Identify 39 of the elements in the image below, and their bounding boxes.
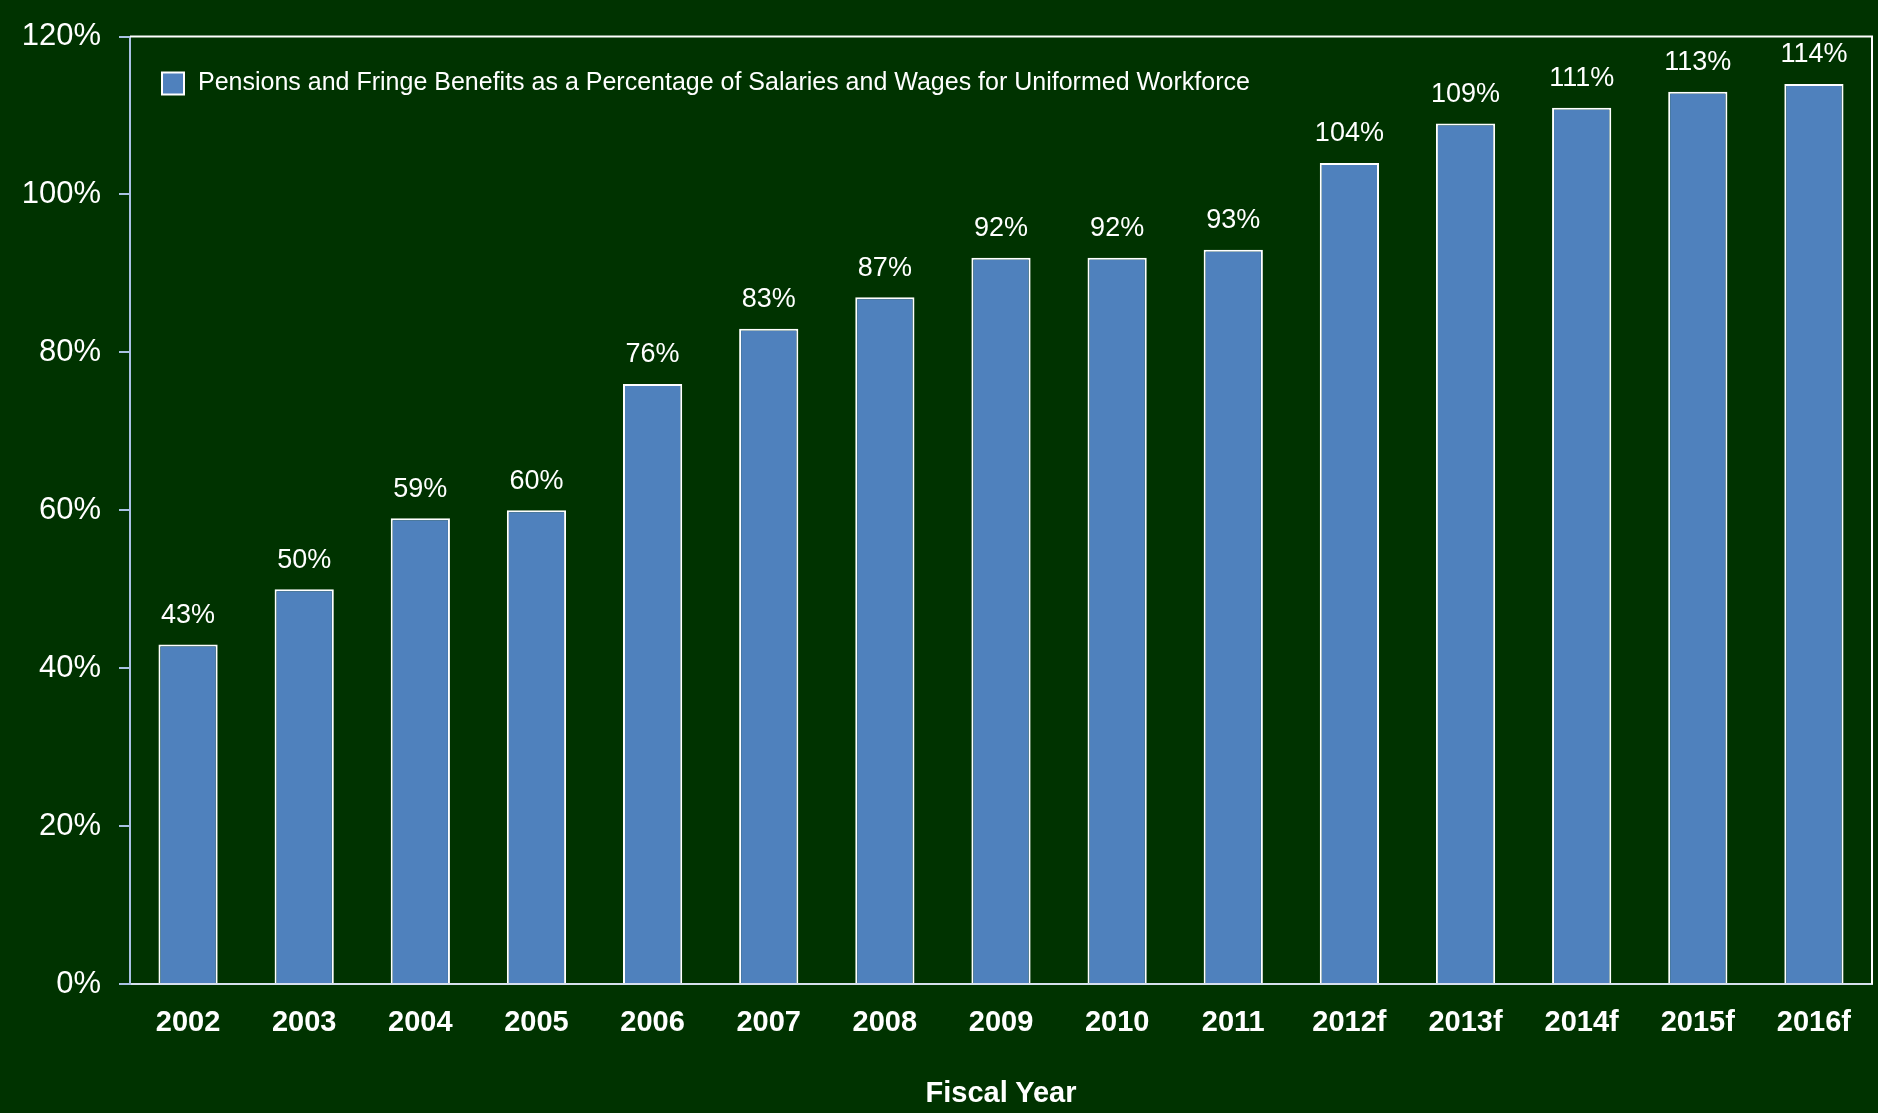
data-label: 87%	[857, 251, 912, 282]
data-label: 60%	[509, 464, 564, 495]
x-tick-label: 2004	[388, 1005, 453, 1038]
x-tick-label: 2015f	[1660, 1005, 1736, 1038]
y-tick-label: 100%	[21, 175, 101, 211]
x-tick-label: 2008	[852, 1005, 918, 1038]
data-label: 93%	[1206, 204, 1261, 235]
data-label: 109%	[1431, 77, 1501, 108]
x-tick-label: 2009	[968, 1005, 1034, 1038]
legend-label: Pensions and Fringe Benefits as a Percentage of Salaries and Wages for Uniformed Workforce	[198, 67, 1250, 96]
data-label: 114%	[1780, 38, 1848, 69]
x-tick-label: 2014f	[1544, 1005, 1620, 1038]
y-tick-label: 80%	[38, 332, 101, 368]
data-label: 113%	[1664, 46, 1732, 77]
data-label: 92%	[1090, 212, 1145, 243]
data-label: 43%	[161, 598, 216, 629]
y-tick-label: 0%	[56, 964, 101, 1000]
data-label: 92%	[973, 212, 1029, 243]
x-tick-label: 2016f	[1776, 1005, 1852, 1038]
x-tick-label: 2007	[736, 1005, 801, 1038]
y-tick-label: 120%	[21, 17, 101, 53]
data-label: 59%	[393, 472, 448, 503]
y-tick-label: 40%	[38, 648, 101, 684]
x-tick-label: 2013f	[1428, 1005, 1503, 1038]
x-tick-label: 2003	[271, 1005, 337, 1038]
x-tick-label: 2012f	[1312, 1005, 1387, 1038]
data-label: 76%	[625, 338, 680, 369]
data-label: 104%	[1314, 117, 1384, 148]
x-tick-label: 2005	[504, 1005, 569, 1038]
data-label: 83%	[741, 283, 796, 314]
data-label: 50%	[277, 543, 332, 574]
y-tick-label: 20%	[38, 806, 101, 842]
x-tick-label: 2006	[620, 1005, 685, 1038]
x-tick-label: 2002	[155, 1005, 221, 1038]
data-label: 111%	[1549, 62, 1615, 93]
x-tick-label: 2011	[1201, 1005, 1265, 1038]
y-tick-label: 60%	[38, 490, 101, 526]
x-axis-title: Fiscal Year	[925, 1075, 1077, 1108]
x-tick-label: 2010	[1084, 1005, 1150, 1038]
